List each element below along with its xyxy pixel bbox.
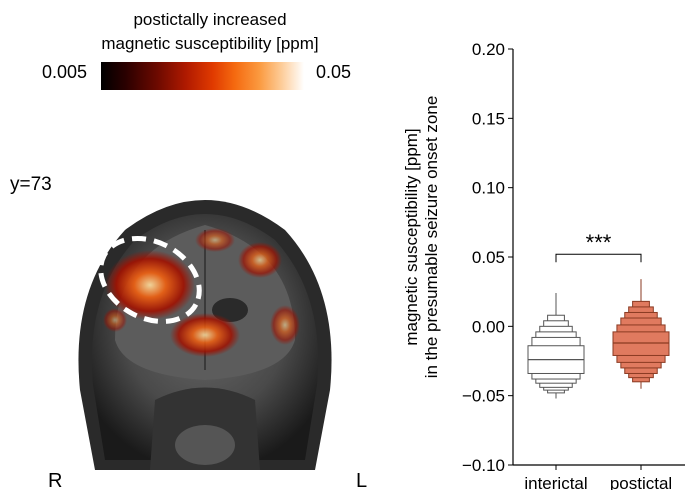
colorbar-title-line1: postictally increased bbox=[133, 10, 287, 29]
x-tick-label: postictal bbox=[610, 474, 672, 490]
slice-label: y=73 bbox=[10, 174, 52, 195]
colorbar-min-label: 0.005 bbox=[42, 62, 88, 82]
y-tick-label: −0.05 bbox=[462, 387, 505, 406]
orientation-left-label: L bbox=[356, 470, 368, 492]
colorbar bbox=[101, 62, 304, 90]
y-tick-label: 0.00 bbox=[472, 317, 505, 336]
colorbar-title: postictally increased magnetic susceptib… bbox=[60, 8, 360, 56]
colorbar-title-line2: magnetic susceptibility [ppm] bbox=[101, 34, 319, 53]
y-axis-label-line1: magnetic susceptibility [ppm] bbox=[402, 128, 421, 345]
y-tick-label: −0.10 bbox=[462, 456, 505, 475]
colorbar-max-label: 0.05 bbox=[316, 62, 352, 82]
boxen-box bbox=[612, 331, 670, 356]
activation-overlay bbox=[103, 228, 300, 357]
brain-mri-image bbox=[78, 200, 332, 470]
boxen-plot: −0.10 −0.05 0.00 0.05 0.10 0.15 0.20 magnetic s… bbox=[402, 40, 685, 490]
y-tick-label: 0.05 bbox=[472, 248, 505, 267]
significance-bracket bbox=[555, 253, 642, 263]
x-tick-label: interictal bbox=[524, 474, 587, 490]
y-tick-label: 0.15 bbox=[472, 109, 505, 128]
significance-label: *** bbox=[586, 230, 612, 255]
y-tick-label: 0.10 bbox=[472, 179, 505, 198]
orientation-right-label: R bbox=[48, 470, 63, 492]
y-tick-label: 0.20 bbox=[472, 40, 505, 59]
y-axis-label-line2: in the presumable seizure onset zone bbox=[422, 96, 441, 379]
